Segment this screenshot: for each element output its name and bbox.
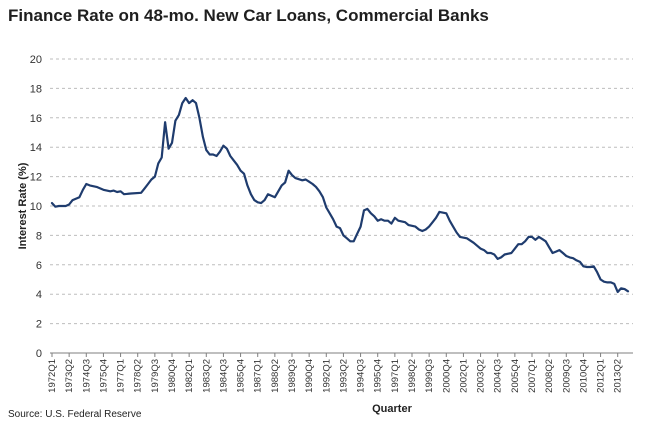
x-tick-label: 1983Q2 bbox=[201, 359, 212, 393]
x-tick-label: 2010Q4 bbox=[578, 359, 589, 393]
x-tick-label: 1972Q1 bbox=[47, 359, 58, 393]
x-tick-label: 1994Q3 bbox=[356, 359, 367, 393]
x-axis-ticks: 1972Q1 1973Q2 1974Q3 1975Q4 1977Q1 1978Q2 1979… bbox=[47, 353, 624, 393]
x-tick-label: 1989Q3 bbox=[287, 359, 298, 393]
x-tick-label: 1998Q2 bbox=[407, 359, 418, 393]
x-axis-label: Quarter bbox=[372, 403, 412, 415]
x-tick-label: 1993Q2 bbox=[338, 359, 349, 393]
y-tick-label: 14 bbox=[30, 142, 42, 154]
y-tick-label: 0 bbox=[36, 348, 42, 360]
x-tick-label: 2008Q2 bbox=[544, 359, 555, 393]
y-tick-label: 6 bbox=[36, 260, 42, 272]
x-tick-label: 2009Q3 bbox=[561, 359, 572, 393]
x-tick-label: 1985Q4 bbox=[236, 359, 247, 393]
y-tick-label: 12 bbox=[30, 172, 42, 184]
x-tick-label: 1974Q3 bbox=[81, 359, 92, 393]
x-tick-label: 1990Q4 bbox=[304, 359, 315, 393]
x-tick-label: 1975Q4 bbox=[98, 359, 109, 393]
x-tick-label: 1977Q1 bbox=[116, 359, 127, 393]
x-tick-label: 2012Q1 bbox=[596, 359, 607, 393]
y-axis-label: Interest Rate (%) bbox=[17, 162, 29, 249]
x-tick-label: 1988Q2 bbox=[270, 359, 281, 393]
x-tick-label: 1995Q4 bbox=[373, 359, 384, 393]
y-tick-label: 2 bbox=[36, 319, 42, 331]
x-tick-label: 2000Q4 bbox=[441, 359, 452, 393]
x-tick-label: 2005Q4 bbox=[510, 359, 521, 393]
series-line-finance-rate bbox=[50, 96, 630, 294]
y-tick-label: 10 bbox=[30, 201, 42, 213]
x-tick-label: 1982Q1 bbox=[184, 359, 195, 393]
x-tick-label: 2003Q2 bbox=[476, 359, 487, 393]
y-tick-label: 16 bbox=[30, 113, 42, 125]
chart-title: Finance Rate on 48-mo. New Car Loans, Co… bbox=[8, 6, 489, 25]
x-tick-label: 1973Q2 bbox=[64, 359, 75, 393]
source-note: Source: U.S. Federal Reserve bbox=[8, 409, 142, 420]
x-tick-label: 1978Q2 bbox=[133, 359, 144, 393]
x-tick-label: 2002Q1 bbox=[458, 359, 469, 393]
x-tick-label: 2007Q1 bbox=[527, 359, 538, 393]
x-tick-label: 1979Q3 bbox=[150, 359, 161, 393]
y-tick-label: 8 bbox=[36, 230, 42, 242]
x-tick-label: 1980Q4 bbox=[167, 359, 178, 393]
gridlines bbox=[50, 58, 633, 325]
x-tick-label: 1992Q1 bbox=[321, 359, 332, 393]
x-tick-label: 1997Q1 bbox=[390, 359, 401, 393]
y-tick-label: 20 bbox=[30, 54, 42, 66]
series-group bbox=[50, 96, 630, 294]
x-tick-label: 1987Q1 bbox=[253, 359, 264, 393]
x-tick-label: 2013Q2 bbox=[613, 359, 624, 393]
y-axis-ticks: 0 2 4 6 8 10 12 14 16 18 20 bbox=[30, 54, 42, 360]
x-tick-label: 1984Q3 bbox=[218, 359, 229, 393]
y-tick-label: 4 bbox=[36, 289, 42, 301]
y-tick-label: 18 bbox=[30, 83, 42, 95]
x-tick-label: 2004Q3 bbox=[493, 359, 504, 393]
x-tick-label: 1999Q3 bbox=[424, 359, 435, 393]
